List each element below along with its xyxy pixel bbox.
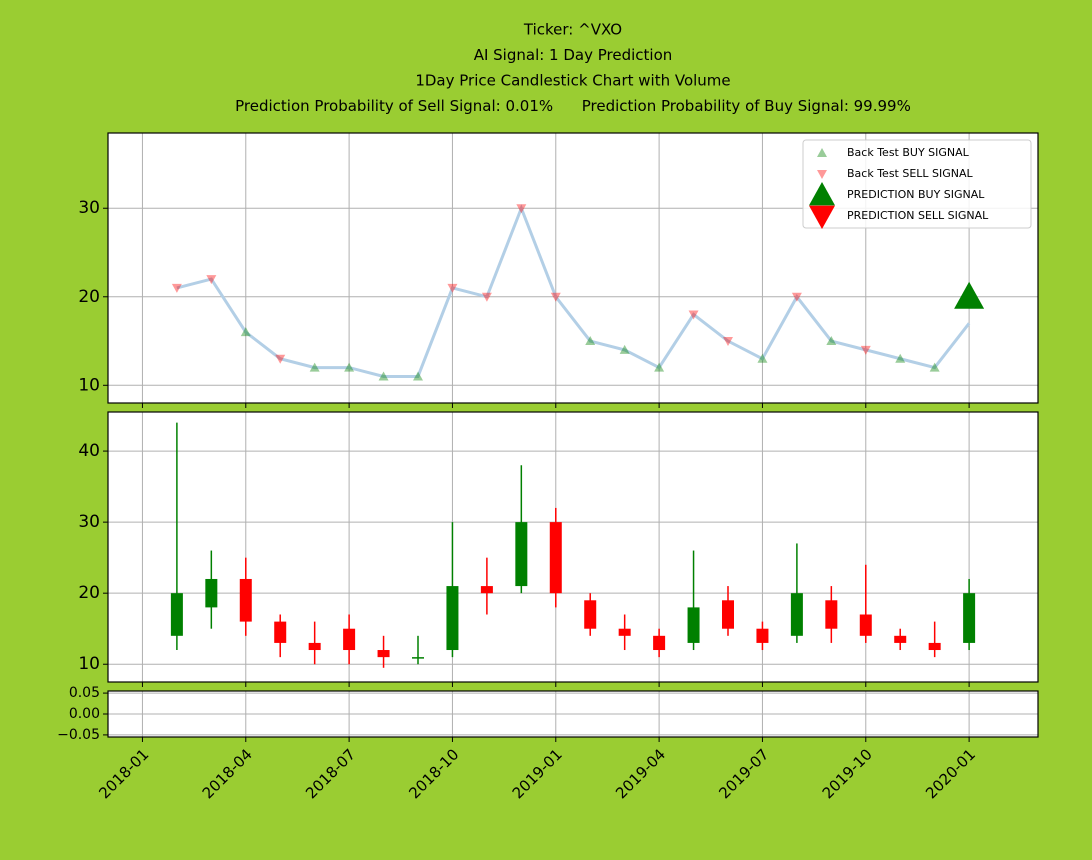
candle-body bbox=[377, 650, 390, 658]
signal-marker bbox=[240, 327, 251, 337]
y-tick-label: 20 bbox=[78, 287, 100, 307]
price-line bbox=[176, 204, 971, 378]
signal-marker bbox=[585, 336, 596, 346]
chart-title: Prediction Probability of Sell Signal: 0… bbox=[235, 97, 911, 115]
plot-frame bbox=[107, 132, 1039, 404]
legend-label: PREDICTION SELL SIGNAL bbox=[847, 209, 989, 222]
plot-frame bbox=[107, 690, 1039, 738]
signal-marker bbox=[791, 292, 802, 302]
signal-marker bbox=[688, 310, 699, 320]
y-tick-label: 10 bbox=[78, 375, 100, 395]
candle-body bbox=[825, 600, 838, 629]
signal-marker bbox=[206, 275, 217, 285]
candle-body bbox=[722, 600, 734, 629]
signal-marker bbox=[550, 292, 561, 302]
candle-body bbox=[687, 607, 700, 643]
legend-marker bbox=[809, 205, 835, 229]
signal-marker bbox=[275, 354, 286, 364]
signal-marker bbox=[929, 362, 940, 372]
legend-marker bbox=[817, 148, 827, 157]
signal-marker bbox=[516, 204, 527, 214]
signal-marker bbox=[309, 362, 320, 372]
candle-body bbox=[515, 522, 528, 587]
legend-label: Back Test SELL SIGNAL bbox=[847, 167, 974, 180]
candle-body bbox=[859, 614, 872, 636]
legend-marker bbox=[809, 182, 835, 206]
plot-area bbox=[108, 412, 1038, 682]
plot-frame bbox=[107, 411, 1039, 683]
candle-body bbox=[584, 600, 597, 629]
candle-body bbox=[274, 621, 287, 643]
candle-body bbox=[480, 586, 493, 594]
y-tick-label: 20 bbox=[78, 583, 100, 603]
y-tick-label: 40 bbox=[78, 441, 100, 461]
signal-marker bbox=[954, 281, 985, 309]
candle-body bbox=[343, 628, 356, 651]
signal-marker bbox=[654, 362, 665, 372]
signal-marker bbox=[481, 292, 492, 302]
y-tick-label: 10 bbox=[78, 654, 100, 674]
signal-marker bbox=[723, 337, 733, 347]
candle-body bbox=[894, 635, 907, 643]
candle-body bbox=[790, 593, 803, 636]
legend-box bbox=[802, 139, 1032, 229]
legend-label: Back Test BUY SIGNAL bbox=[847, 146, 970, 159]
signal-marker bbox=[619, 344, 630, 354]
chart-title: Ticker: ^VXO bbox=[523, 21, 622, 39]
signal-marker bbox=[447, 283, 458, 293]
y-tick-label: 0.05 bbox=[69, 685, 100, 701]
candle-body bbox=[928, 642, 941, 651]
y-tick-label: 0.00 bbox=[69, 706, 100, 722]
legend: Back Test BUY SIGNAL Back Test SELL SIGNA… bbox=[802, 139, 1032, 229]
chart-title: 1Day Price Candlestick Chart with Volume bbox=[415, 72, 730, 90]
legend-label: PREDICTION BUY SIGNAL bbox=[847, 188, 985, 201]
signal-marker bbox=[413, 371, 423, 381]
signal-marker bbox=[378, 371, 389, 381]
signal-marker bbox=[171, 283, 182, 293]
candle-body bbox=[618, 628, 631, 636]
signal-marker bbox=[344, 362, 355, 372]
signal-marker bbox=[757, 353, 768, 363]
candle-body bbox=[653, 635, 666, 651]
y-tick-label: 30 bbox=[78, 512, 100, 532]
candle-body bbox=[756, 628, 769, 643]
signal-marker bbox=[860, 345, 871, 355]
signal-marker bbox=[895, 353, 906, 363]
candle-body bbox=[170, 593, 183, 636]
y-tick-label: 30 bbox=[78, 198, 100, 218]
chart-title: AI Signal: 1 Day Prediction bbox=[474, 46, 673, 64]
signal-marker bbox=[826, 336, 837, 346]
candle-body bbox=[549, 522, 562, 594]
candle-body bbox=[963, 593, 976, 643]
legend-marker bbox=[817, 170, 827, 179]
candle-body bbox=[308, 642, 321, 651]
candle-body bbox=[205, 578, 218, 608]
candle-body bbox=[239, 578, 252, 622]
y-tick-label: −0.05 bbox=[57, 727, 100, 743]
candle-body bbox=[412, 657, 424, 659]
candle-body bbox=[446, 586, 459, 651]
